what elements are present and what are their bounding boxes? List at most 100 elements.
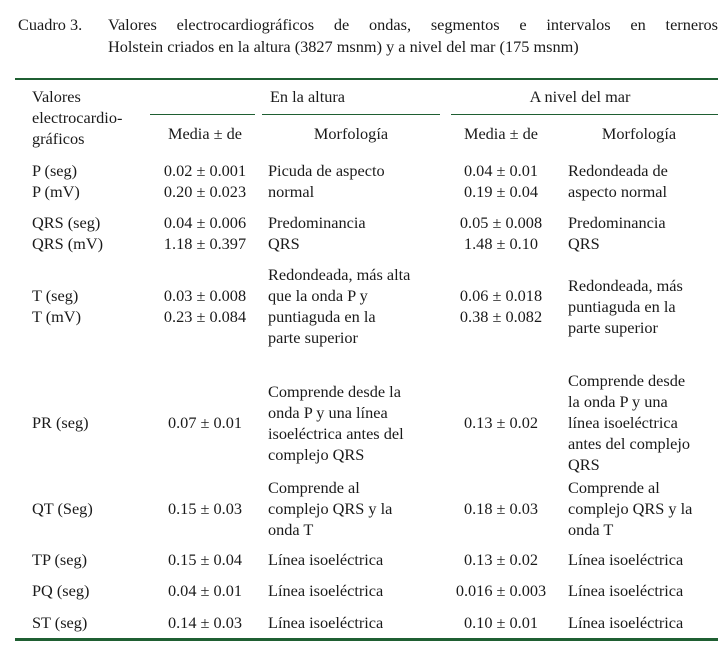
cell-line: Línea isoeléctrica [268,550,384,569]
cell-line: 0.02 ± 0.001 [163,161,247,180]
cell-altura-morfologia: Comprende al complejo QRS y la onda T [268,477,443,540]
cell-valores: QRS (seg) QRS (mV) [32,212,147,254]
cell-line: Línea isoeléctrica [568,581,684,600]
cell-line: 0.04 ± 0.01 [167,581,243,600]
table-caption: Cuadro 3. Valores electrocardiográficos … [18,14,718,58]
cell-line: la onda P y una [568,392,668,411]
cell-line: QRS (mV) [32,234,104,253]
cell-line: complejo QRS y la [268,499,393,518]
cell-line: 0.20 ± 0.023 [163,182,247,201]
cell-altura-media: 0.04 ± 0.006 1.18 ± 0.397 [150,212,260,254]
cell-line: parte superior [268,328,358,347]
cell-line: onda P y una línea [268,402,388,422]
cell-mar-morfologia: Predominancia QRS [568,212,718,254]
cell-mar-morfologia: Línea isoeléctrica [568,580,718,601]
cell-line: Comprende desde la [268,381,401,401]
cell-line: Redondeada, más [568,275,683,295]
cell-line: 0.04 ± 0.006 [163,213,247,232]
cell-mar-media: 0.016 ± 0.003 [445,580,557,601]
cell-mar-morfologia: Redondeada de aspecto normal [568,160,718,202]
cell-line: Comprende desde [568,371,686,390]
cell-mar-morfologia: Comprende al complejo QRS y la onda T [568,477,718,540]
cell-mar-morfologia: Comprende desde la onda P y una línea isoe… [568,370,718,475]
cell-valores: TP (seg) [32,549,147,570]
cell-line: T (mV) [32,307,81,326]
cell-mar-media: 0.10 ± 0.01 [445,612,557,633]
cell-line: 0.016 ± 0.003 [455,581,547,600]
cell-line: 0.14 ± 0.03 [167,613,243,632]
header-group-mar: A nivel del mar [529,87,631,106]
cell-valores: ST (seg) [32,612,147,633]
cell-mar-media: 0.04 ± 0.01 0.19 ± 0.04 [445,160,557,202]
header-altura-morfologia: Morfología [313,124,389,143]
cell-altura-morfologia: Comprende desde la onda P y una línea isoe… [268,381,443,465]
cell-line: Predominancia [568,213,666,232]
cell-line: Línea isoeléctrica [268,581,384,600]
cell-line: puntiaguda en la [568,296,676,316]
table-top-rule [15,78,718,80]
cell-line: 0.07 ± 0.01 [167,413,243,432]
cell-altura-morfologia: Picuda de aspecto normal [268,160,443,202]
cell-line: antes del complejo [568,434,691,453]
cell-line: 0.04 ± 0.01 [463,161,539,180]
cell-line: 0.38 ± 0.082 [459,307,543,326]
cell-line: 0.15 ± 0.04 [167,550,243,569]
cell-line: complejo QRS y la [568,499,693,518]
cell-line: Línea isoeléctrica [568,613,684,632]
table-bottom-rule [15,638,718,641]
cell-line: ST (seg) [32,613,88,632]
header-mar-media: Media ± de [463,124,539,143]
cell-altura-morfologia: Predominancia QRS [268,212,443,254]
cell-altura-morfologia: Línea isoeléctrica [268,612,443,633]
cell-valores: PQ (seg) [32,580,147,601]
cell-line: QT (Seg) [32,499,93,518]
cell-line: Predominancia [268,213,366,232]
caption-line-2: Holstein criados en la altura (3827 msnm… [108,37,579,56]
cell-line: isoeléctrica antes del [268,423,404,443]
cell-line: QRS [268,234,300,253]
cell-line: Comprende al [268,478,360,497]
cell-altura-media: 0.15 ± 0.03 [150,498,260,519]
cell-line: Línea isoeléctrica [268,613,384,632]
cell-line: Redondeada, más alta [268,265,411,284]
cell-valores: QT (Seg) [32,498,147,519]
cell-mar-morfologia: Línea isoeléctrica [568,612,718,633]
cell-line: 0.15 ± 0.03 [167,499,243,518]
cell-line: 0.05 ± 0.008 [459,213,543,232]
caption-number: Cuadro 3. [18,15,83,34]
cell-line: onda T [268,520,314,539]
cell-line: QRS (seg) [32,213,101,232]
cell-line: T (seg) [32,286,79,305]
cell-line: 1.18 ± 0.397 [163,234,247,253]
header-group-altura: En la altura [269,87,346,106]
cell-mar-media: 0.06 ± 0.018 0.38 ± 0.082 [445,285,557,327]
cell-altura-media: 0.04 ± 0.01 [150,580,260,601]
cell-line: línea isoeléctrica [568,413,678,432]
cell-mar-morfologia: Línea isoeléctrica [568,549,718,570]
cell-line: 0.19 ± 0.04 [463,182,539,201]
header-valores: Valores electrocardio- gráficos [32,87,123,148]
cell-line: Línea isoeléctrica [568,550,684,569]
altura-media-rule [150,114,255,115]
cell-line: Picuda de aspecto [268,161,385,180]
cell-line: puntiaguda en la [268,307,376,326]
cell-line: 0.18 ± 0.03 [463,499,539,518]
cell-altura-media: 0.14 ± 0.03 [150,612,260,633]
cell-mar-media: 0.18 ± 0.03 [445,498,557,519]
cell-line: PQ (seg) [32,581,90,600]
cell-altura-morfologia: Línea isoeléctrica [268,580,443,601]
cell-valores: P (seg) P (mV) [32,160,147,202]
cell-mar-media: 0.05 ± 0.008 1.48 ± 0.10 [445,212,557,254]
cell-altura-media: 0.02 ± 0.001 0.20 ± 0.023 [150,160,260,202]
cell-altura-morfologia: Redondeada, más alta que la onda P y punti… [268,264,443,348]
cell-line: 0.06 ± 0.018 [459,286,543,305]
cell-line: aspecto normal [568,182,668,201]
cell-line: parte superior [568,317,658,337]
caption-line-1: Valores electrocardiográficos de ondas, … [108,15,718,34]
cell-mar-media: 0.13 ± 0.02 [445,412,557,433]
cell-mar-morfologia: Redondeada, más puntiaguda en la parte sup… [568,275,718,338]
cell-line: 0.10 ± 0.01 [463,613,539,632]
cell-valores: PR (seg) [32,412,147,433]
cell-line: Comprende al [568,478,660,497]
cell-altura-media: 0.03 ± 0.008 0.23 ± 0.084 [150,285,260,327]
